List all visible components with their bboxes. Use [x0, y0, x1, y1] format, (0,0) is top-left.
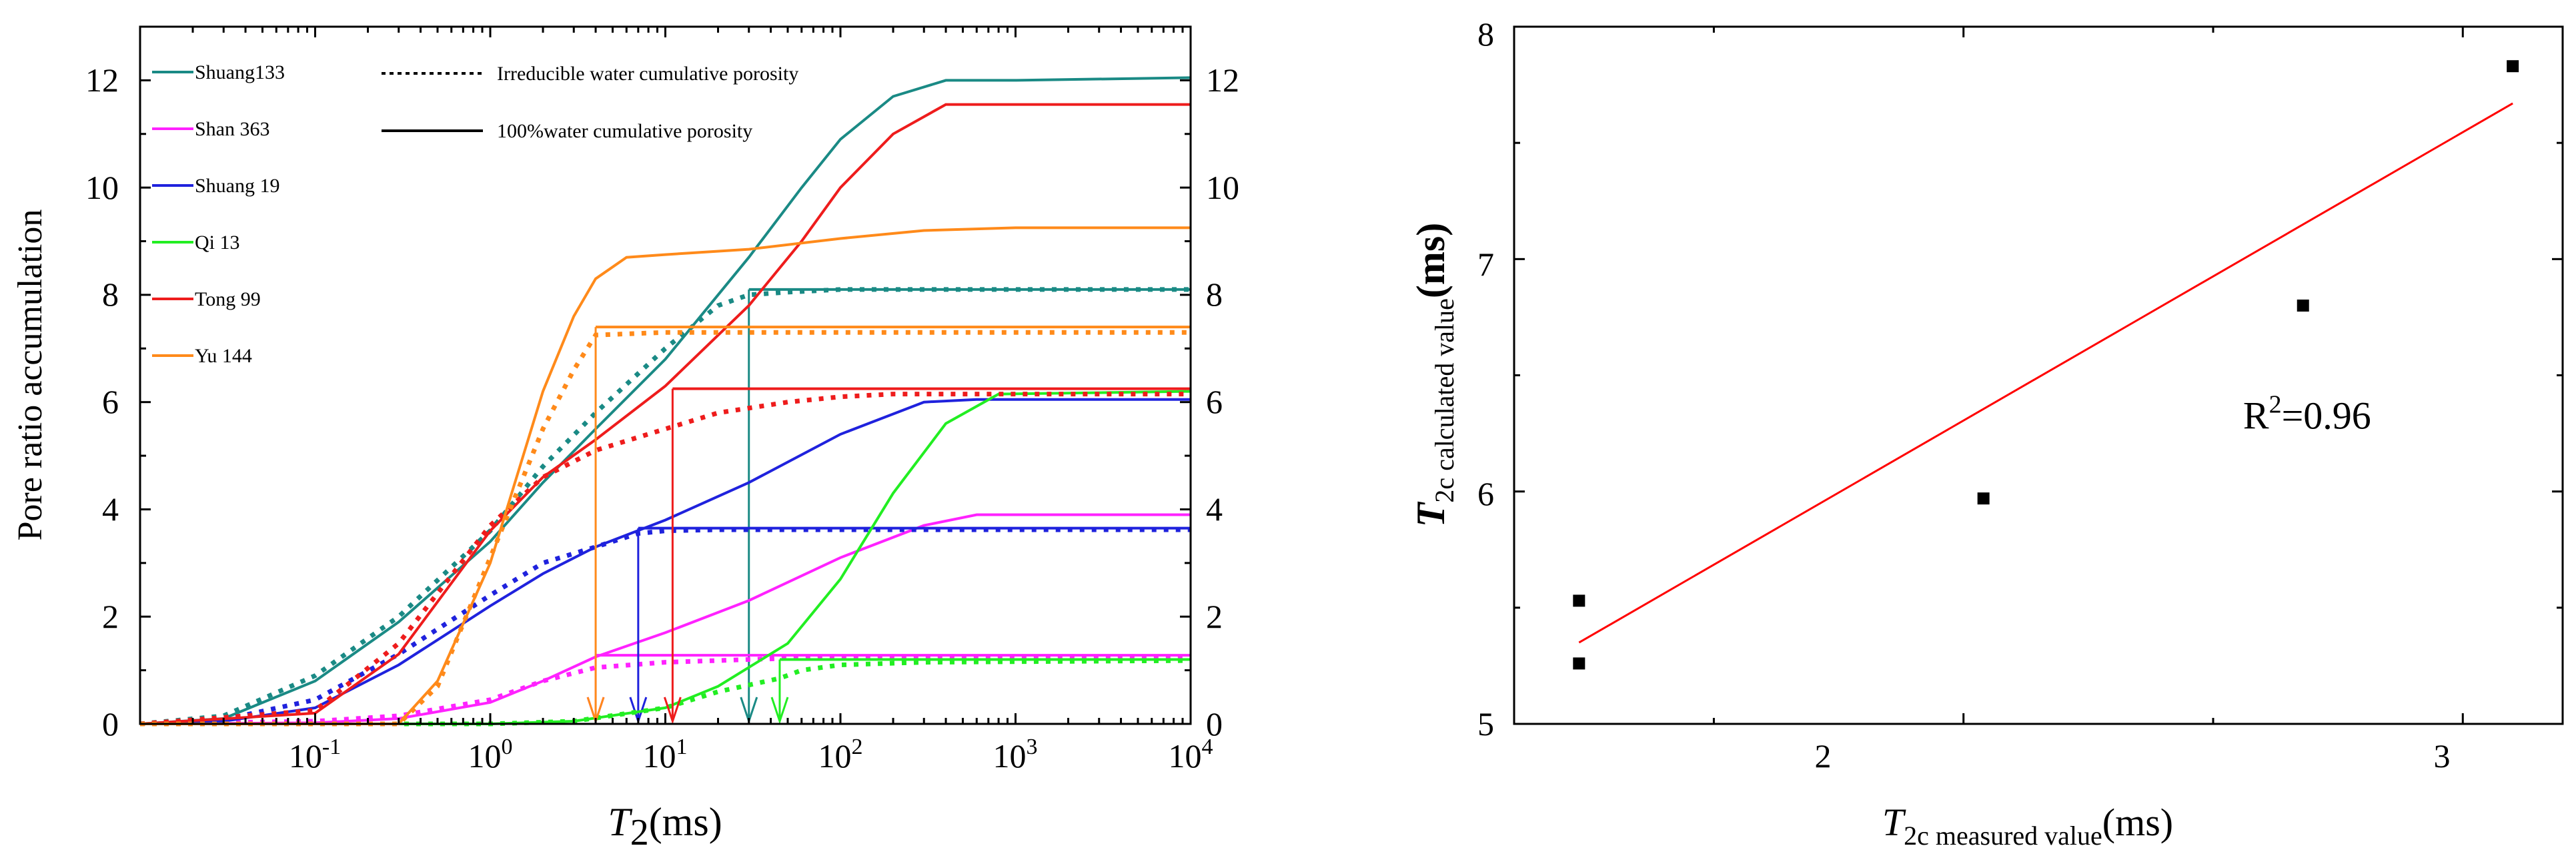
right-y-tick-labels: 5 6 7 8	[1477, 15, 1494, 743]
y2-tick-label: 4	[1206, 490, 1223, 528]
x-tick-label: 103	[993, 735, 1038, 775]
y2-tick-label: 8	[1206, 276, 1223, 313]
y2-tick-label: 12	[1206, 61, 1239, 99]
legend-series-label: Qi 13	[195, 232, 240, 254]
cutoff-arrow	[663, 697, 682, 725]
full-water-line	[139, 76, 1191, 725]
cutoff-arrow	[770, 697, 789, 725]
r-squared-annotation: R2=0.96	[2243, 391, 2371, 438]
left-legend: Shuang133 Shan 363 Shuang 19 Qi 13 Tong …	[152, 61, 798, 367]
right-x-tick-labels: 2 3	[1815, 737, 2451, 775]
legend-series-label: Shuang 19	[195, 175, 280, 197]
data-point	[1573, 594, 1585, 607]
regression-line	[1578, 102, 2513, 644]
legend-style-label: 100%water cumulative porosity	[497, 120, 752, 142]
y-tick-label: 5	[1477, 705, 1494, 743]
full-water-line	[140, 390, 1191, 725]
y2-tick-label: 2	[1206, 598, 1223, 635]
y-tick-label: 4	[102, 490, 119, 528]
irreducible-water-line	[139, 392, 1191, 727]
left-plot-frame	[139, 25, 1192, 725]
x-tick-label: 100	[468, 735, 513, 775]
y2-tick-label: 6	[1206, 383, 1223, 420]
y-tick-label: 6	[1477, 475, 1494, 512]
x-tick-label: 3	[2434, 737, 2451, 775]
x-tick-label: 102	[818, 735, 863, 775]
data-point	[1573, 657, 1585, 670]
left-chart: 0 2 4 6 8 10 12 0 2 4 6 8 10 12 10-1 100…	[11, 25, 1239, 853]
left-y-axis-label: Pore ratio accumulation	[11, 209, 49, 541]
left-y-tick-labels: 0 2 4 6 8 10 12	[85, 61, 119, 743]
right-marks-group	[1573, 60, 2519, 670]
data-point	[2507, 60, 2519, 73]
full-water-line	[140, 226, 1191, 725]
x-tick-label: 2	[1815, 737, 1832, 775]
irreducible-water-line	[139, 655, 1191, 727]
right-x-axis-label: T2c measured value(ms)	[1882, 801, 2173, 851]
y-tick-label: 10	[85, 169, 119, 206]
legend-series-label: Shuang133	[195, 61, 285, 83]
legend-series-label: Tong 99	[195, 288, 261, 310]
x-tick-label: 10-1	[289, 735, 341, 775]
right-plot-frame	[1513, 25, 2564, 725]
left-x-axis-label: T2(ms)	[608, 800, 722, 853]
legend-style-entries: Irreducible water cumulative porosity 10…	[382, 63, 798, 142]
right-axis-ticks	[1514, 25, 2563, 725]
data-point	[2297, 300, 2309, 312]
y-tick-label: 8	[102, 276, 119, 313]
y-tick-label: 2	[102, 598, 119, 635]
full-water-line	[139, 513, 1191, 725]
irreducible-water-line	[139, 287, 1191, 727]
x-tick-label: 101	[643, 735, 688, 775]
legend-style-label: Irreducible water cumulative porosity	[497, 63, 798, 85]
x-tick-label: 104	[1169, 735, 1213, 775]
data-point	[1977, 492, 1990, 505]
right-y-axis-label: T2c calculated value(ms)	[1409, 223, 1459, 527]
left-x-tick-labels: 10-1 100 101 102 103 104	[289, 735, 1213, 775]
y2-tick-label: 0	[1206, 705, 1223, 743]
full-water-line	[139, 103, 1191, 725]
irreducible-water-line	[139, 527, 1191, 727]
left-y2-tick-labels: 0 2 4 6 8 10 12	[1206, 61, 1239, 743]
legend-series-entries: Shuang133 Shan 363 Shuang 19 Qi 13 Tong …	[152, 61, 285, 367]
y2-tick-label: 10	[1206, 169, 1239, 206]
y-tick-label: 6	[102, 383, 119, 420]
y-tick-label: 0	[102, 705, 119, 743]
legend-series-label: Yu 144	[195, 345, 252, 367]
full-water-line	[139, 398, 1191, 725]
irreducible-water-line	[140, 658, 1191, 727]
left-series-group	[139, 76, 1191, 727]
y-tick-label: 12	[85, 61, 119, 99]
y-tick-label: 8	[1477, 15, 1494, 53]
legend-series-label: Shan 363	[195, 118, 270, 140]
right-chart: 5 6 7 8 2 3 T2c measured value(ms) T2c c…	[1409, 15, 2564, 851]
y-tick-label: 7	[1477, 246, 1494, 283]
